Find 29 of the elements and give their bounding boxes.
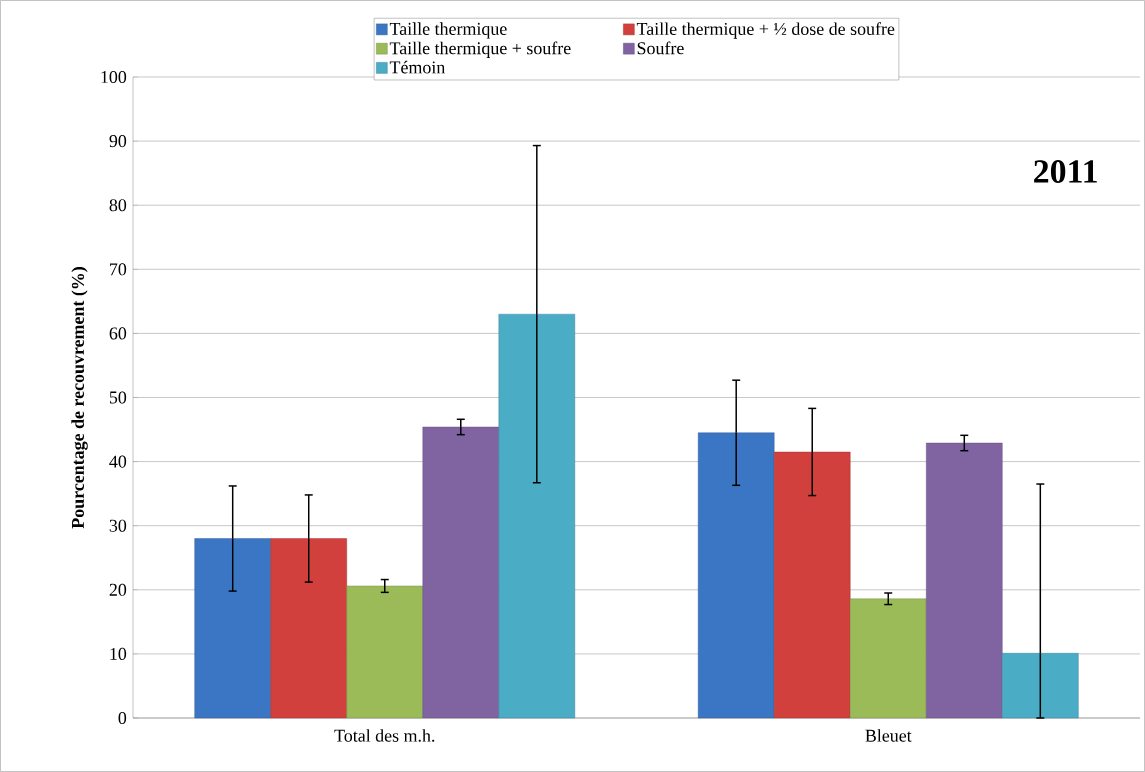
bar bbox=[346, 585, 423, 719]
y-tick-label: 0 bbox=[118, 711, 127, 725]
bar bbox=[270, 538, 347, 719]
annotation: 2011 bbox=[1034, 160, 1097, 183]
legend-label: Taille thermique bbox=[389, 22, 507, 39]
y-tick-label: 90 bbox=[109, 135, 127, 148]
x-tick-label: Bleuet bbox=[865, 729, 912, 742]
y-tick-label: 20 bbox=[109, 583, 127, 596]
legend-label: Soufre bbox=[637, 41, 684, 55]
bar bbox=[697, 432, 775, 719]
bar bbox=[926, 442, 1003, 719]
legend-label: Taille thermique + soufre bbox=[389, 41, 571, 58]
y-tick-label: 40 bbox=[109, 455, 127, 468]
bar bbox=[422, 426, 499, 719]
y-tick-label: 30 bbox=[109, 519, 127, 532]
bar bbox=[498, 313, 576, 719]
legend-label: Témoin bbox=[389, 60, 446, 74]
y-tick-label: 60 bbox=[109, 327, 127, 340]
bar bbox=[850, 598, 927, 719]
bar bbox=[774, 451, 851, 719]
y-tick-label: 80 bbox=[109, 199, 127, 212]
legend-label: Taille thermique + ½ dose de soufre bbox=[636, 22, 895, 39]
y-tick-label: 10 bbox=[110, 647, 127, 660]
y-axis-title: Pourcentage de recouvrement (%) bbox=[71, 267, 88, 529]
y-tick-label: 70 bbox=[110, 263, 127, 276]
x-tick-label: Total des m.h. bbox=[334, 729, 435, 742]
bar bbox=[194, 538, 271, 719]
y-tick-label: 100 bbox=[101, 70, 127, 84]
y-tick-label: 50 bbox=[109, 391, 127, 404]
